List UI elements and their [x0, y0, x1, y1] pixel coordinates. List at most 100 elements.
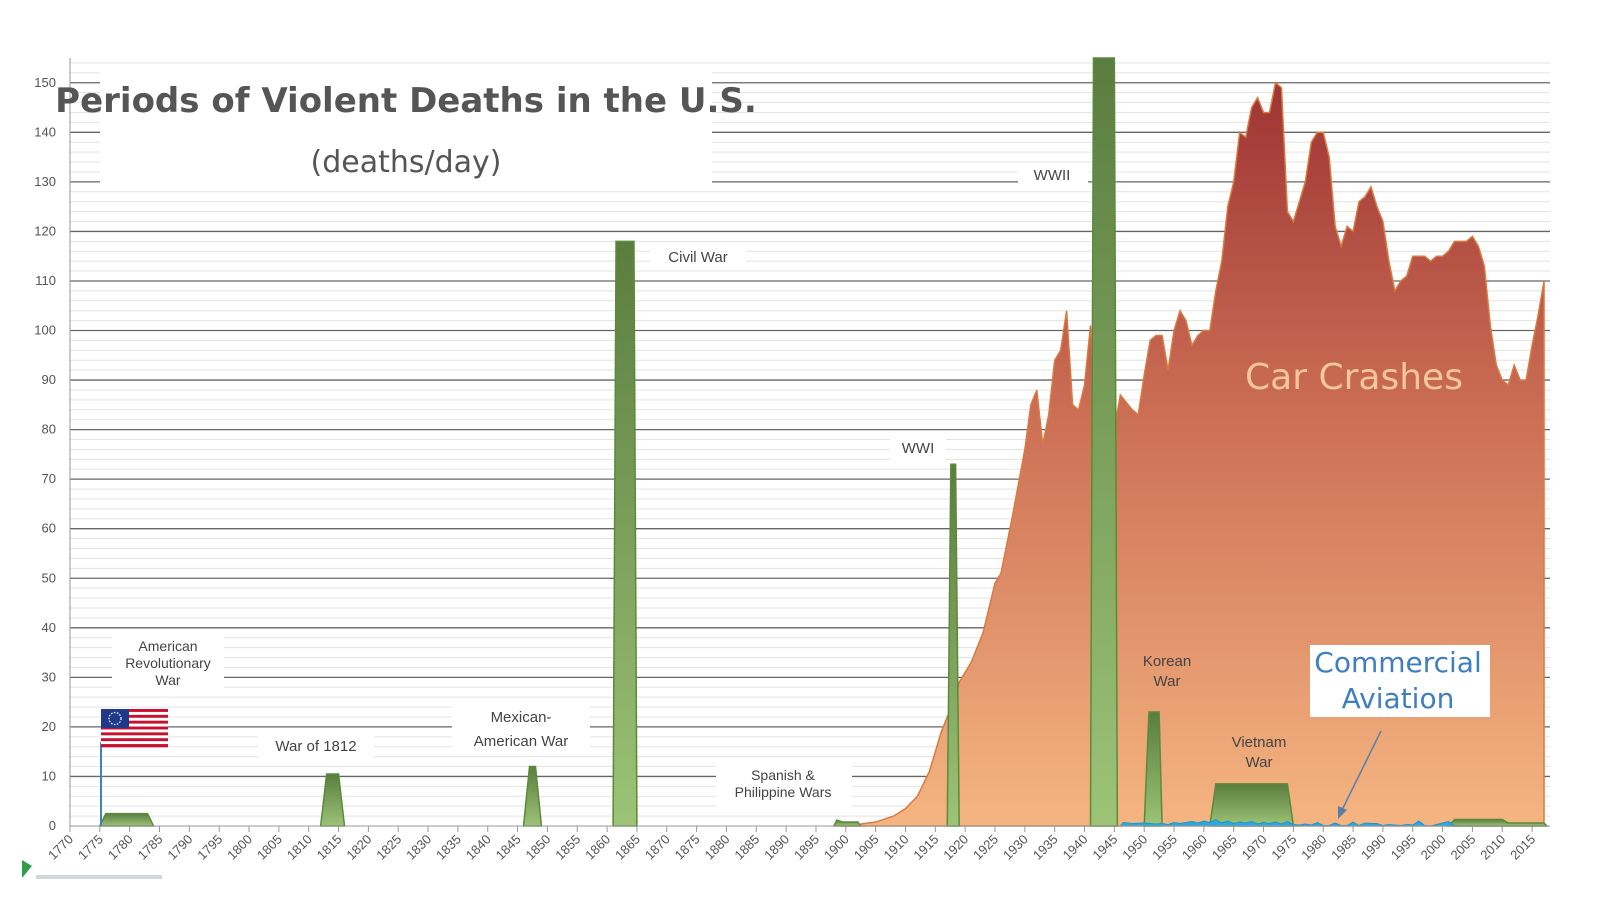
war-area-mexican	[522, 765, 543, 827]
x-tick-label: 1840	[463, 832, 494, 863]
x-tick-label: 1865	[612, 832, 643, 863]
war-area-revolutionary	[98, 812, 155, 827]
car-crashes-area	[839, 81, 1545, 827]
y-tick-label: 20	[42, 719, 56, 734]
y-tick-label: 100	[34, 323, 56, 338]
x-tick-label: 1925	[970, 832, 1001, 863]
war-area-wwii	[1089, 57, 1119, 827]
x-tick-label: 1895	[791, 832, 822, 863]
y-tick-label: 50	[42, 570, 56, 585]
us-flag-icon	[100, 709, 168, 826]
x-tick-label: 2005	[1447, 832, 1478, 863]
war-area-1812	[319, 773, 346, 827]
x-tick-label: 1915	[910, 832, 941, 863]
chart-title: Periods of Violent Deaths in the U.S.	[55, 81, 757, 121]
war-label-wwii: WWII	[1034, 167, 1071, 184]
war-label-1812: War of 1812	[275, 738, 356, 755]
x-tick-label: 1780	[105, 832, 136, 863]
x-tick-label: 1985	[1328, 832, 1359, 863]
x-tick-label: 1920	[940, 832, 971, 863]
war-area-civil	[612, 240, 638, 827]
aviation-label-line1: Commercial	[1314, 646, 1481, 679]
y-tick-label: 110	[35, 273, 56, 288]
x-tick-label: 1885	[731, 832, 762, 863]
x-tick-label: 1965	[1209, 832, 1240, 863]
x-tick-label: 1970	[1239, 832, 1270, 863]
war-label-background	[650, 246, 746, 270]
x-tick-label: 1960	[1179, 832, 1210, 863]
x-tick-label: 1870	[642, 832, 673, 863]
war-label-background	[452, 706, 590, 756]
x-tick-label: 2000	[1418, 832, 1449, 863]
aviation-label-background	[1310, 645, 1490, 717]
x-tick-label: 1975	[1268, 832, 1299, 863]
x-tick-label: 1935	[1030, 832, 1061, 863]
x-tick-label: 1800	[224, 832, 255, 863]
x-tick-label: 1905	[851, 832, 882, 863]
x-tick-label: 2010	[1477, 832, 1508, 863]
war-label-revolutionary: Revolutionary	[125, 655, 211, 671]
war-label-spanish: Philippine Wars	[735, 784, 832, 800]
aviation-area	[1119, 818, 1461, 827]
x-tick-label: 1820	[343, 832, 374, 863]
x-tick-label: 1830	[403, 832, 434, 863]
y-tick-label: 10	[42, 768, 56, 783]
war-label-korean: Korean	[1143, 653, 1191, 670]
war-label-revolutionary: American	[138, 638, 197, 654]
war-label-spanish: Spanish &	[751, 767, 815, 783]
x-tick-label: 1855	[552, 832, 583, 863]
war-label-background	[1018, 165, 1088, 189]
x-tick-label: 1890	[761, 832, 792, 863]
x-tick-label: 1995	[1388, 832, 1419, 863]
x-tick-label: 1955	[1149, 832, 1180, 863]
war-label-mexican: American War	[474, 733, 568, 750]
car-crashes-label: Car Crashes	[1245, 357, 1463, 398]
x-tick-label: 1860	[582, 832, 613, 863]
y-tick-label: 0	[49, 818, 56, 833]
y-tick-label: 150	[34, 75, 56, 90]
x-tick-label: 1815	[314, 832, 345, 863]
x-tick-label: 1835	[433, 832, 464, 863]
x-tick-label: 1790	[164, 832, 195, 863]
x-axis-ticks: 1770177517801785179017951800180518101815…	[45, 826, 1538, 863]
war-label-background	[890, 438, 946, 462]
x-tick-label: 1900	[821, 832, 852, 863]
x-tick-label: 1880	[702, 832, 733, 863]
war-label-background	[258, 736, 374, 758]
y-axis-ticks: 0 10 20 30 40 50 60 70 80 90 100 110 120 130 140 150	[34, 75, 56, 833]
y-tick-label: 30	[42, 669, 56, 684]
x-tick-label: 1825	[373, 832, 404, 863]
war-area-spanish	[832, 819, 863, 827]
war-label-wwi: WWI	[902, 440, 934, 457]
x-tick-label: 1945	[1089, 832, 1120, 863]
x-tick-label: 1910	[881, 832, 912, 863]
x-tick-label: 1990	[1358, 832, 1389, 863]
chart-subtitle: (deaths/day)	[311, 145, 502, 180]
x-tick-label: 1805	[254, 832, 285, 863]
x-tick-label: 1950	[1119, 832, 1150, 863]
y-tick-label: 80	[42, 422, 56, 437]
aviation-label-line2: Aviation	[1342, 682, 1455, 715]
x-tick-label: 1810	[284, 832, 315, 863]
war-label-civil: Civil War	[668, 249, 727, 266]
war-label-revolutionary: War	[155, 672, 180, 688]
y-tick-label: 90	[42, 372, 56, 387]
y-tick-label: 130	[34, 174, 56, 189]
x-tick-label: 1875	[672, 832, 703, 863]
y-tick-label: 70	[42, 471, 56, 486]
x-tick-label: 1770	[45, 832, 76, 863]
y-tick-label: 40	[42, 620, 56, 635]
war-label-mexican: Mexican-	[491, 709, 552, 726]
aviation-arrow	[1338, 730, 1382, 819]
war-area-vietnam	[1208, 783, 1295, 827]
x-tick-label: 1785	[135, 832, 166, 863]
war-label-vietnam: Vietnam	[1232, 734, 1287, 751]
logo-mark	[22, 860, 162, 879]
y-tick-label: 120	[34, 223, 56, 238]
war-label-vietnam: War	[1246, 754, 1273, 771]
x-tick-label: 1775	[75, 832, 106, 863]
title-background	[100, 72, 712, 190]
y-tick-label: 140	[34, 124, 56, 139]
